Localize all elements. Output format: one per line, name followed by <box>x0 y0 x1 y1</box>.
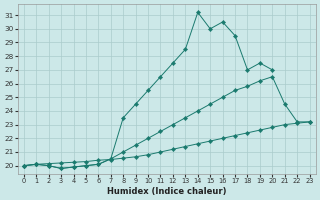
X-axis label: Humidex (Indice chaleur): Humidex (Indice chaleur) <box>107 187 227 196</box>
